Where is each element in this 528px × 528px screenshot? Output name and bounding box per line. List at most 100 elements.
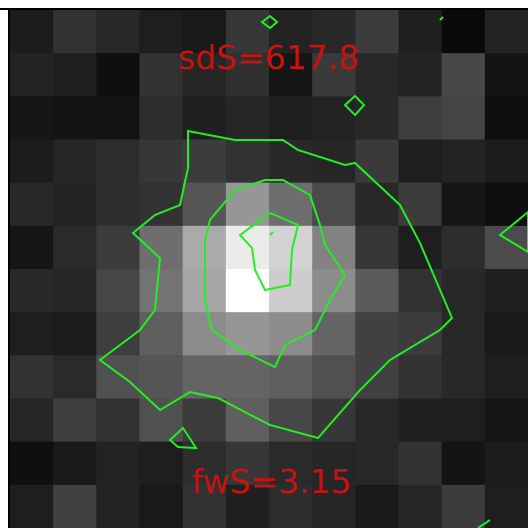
image-pixel — [139, 484, 184, 528]
image-pixel — [182, 182, 227, 227]
image-pixel — [139, 441, 184, 486]
image-pixel — [53, 312, 97, 356]
image-pixel — [441, 139, 486, 184]
image-pixel — [355, 269, 400, 313]
image-pixel — [484, 139, 528, 184]
image-pixel — [484, 441, 528, 486]
image-pixel — [441, 96, 486, 141]
image-pixel — [269, 139, 313, 184]
sds-label: sdS=617.8 — [178, 38, 360, 77]
image-pixel — [312, 441, 356, 486]
image-pixel — [398, 441, 443, 486]
image-pixel — [398, 53, 443, 97]
image-pixel — [139, 96, 184, 141]
image-pixel — [441, 312, 486, 356]
image-pixel — [53, 225, 97, 270]
image-pixel — [96, 182, 141, 227]
image-pixel — [53, 139, 97, 184]
image-pixel — [53, 269, 97, 313]
image-pixel — [182, 484, 227, 528]
image-pixel — [10, 269, 54, 313]
image-pixel — [398, 10, 443, 54]
image-pixel — [312, 225, 356, 270]
image-pixel — [10, 312, 54, 356]
image-pixel — [96, 312, 141, 356]
image-pixel — [182, 53, 227, 97]
image-pixel — [355, 355, 400, 400]
image-pixel — [225, 312, 270, 356]
image-pixel — [225, 139, 270, 184]
image-pixel — [398, 96, 443, 141]
image-pixel — [53, 398, 97, 443]
image-pixel — [182, 96, 227, 141]
image-pixel — [53, 355, 97, 400]
image-pixel — [484, 398, 528, 443]
image-pixel — [269, 441, 313, 486]
image-pixel — [182, 398, 227, 443]
image-pixel — [225, 96, 270, 141]
image-pixel — [53, 182, 97, 227]
image-pixel — [53, 10, 97, 54]
image-pixel — [139, 139, 184, 184]
image-pixel — [312, 96, 356, 141]
image-pixel — [441, 484, 486, 528]
image-pixel — [269, 96, 313, 141]
image-pixel — [96, 10, 141, 54]
image-pixel — [312, 484, 356, 528]
image-pixel — [441, 225, 486, 270]
image-pixel — [355, 53, 400, 97]
image-pixel — [10, 441, 54, 486]
image-pixel — [312, 355, 356, 400]
image-pixel — [96, 53, 141, 97]
image-pixel — [10, 139, 54, 184]
contour-island-lower — [168, 426, 198, 450]
image-pixel — [441, 182, 486, 227]
image-pixel — [10, 96, 54, 141]
image-pixel — [139, 182, 184, 227]
image-pixel — [139, 10, 184, 54]
image-pixel — [225, 10, 270, 54]
image-pixel — [10, 225, 54, 270]
image-pixel — [441, 269, 486, 313]
image-pixel — [355, 441, 400, 486]
contour-island-upper — [343, 94, 366, 117]
image-pixel — [355, 312, 400, 356]
image-pixel — [355, 10, 400, 54]
image-pixel — [96, 398, 141, 443]
image-pixel — [269, 484, 313, 528]
image-pixel — [312, 269, 356, 313]
image-pixel — [398, 398, 443, 443]
image-pixel — [398, 225, 443, 270]
image-pixel — [484, 355, 528, 400]
contour-fragment-bottom-right — [477, 519, 491, 528]
image-pixel — [484, 10, 528, 54]
image-pixel — [96, 96, 141, 141]
image-pixel — [53, 53, 97, 97]
image-pixel — [139, 53, 184, 97]
fws-label: fwS=3.15 — [191, 462, 353, 501]
image-pixel — [96, 139, 141, 184]
image-pixel — [269, 10, 313, 54]
image-pixel — [182, 441, 227, 486]
image-pixel — [312, 53, 356, 97]
image-pixel — [441, 53, 486, 97]
image-pixel — [53, 96, 97, 141]
image-pixel — [10, 484, 54, 528]
outer-contour — [98, 129, 454, 440]
contour-island-top — [260, 14, 279, 30]
image-pixel — [10, 10, 54, 54]
image-pixel — [355, 484, 400, 528]
image-pixel — [96, 269, 141, 313]
image-pixel — [398, 484, 443, 528]
image-pixel — [441, 398, 486, 443]
contour-fragment-top-right — [439, 16, 444, 21]
image-pixel — [53, 484, 97, 528]
image-pixel — [225, 355, 270, 400]
image-pixel — [10, 53, 54, 97]
image-pixel — [484, 269, 528, 313]
image-pixel — [484, 96, 528, 141]
image-pixel — [355, 225, 400, 270]
image-pixel — [225, 269, 270, 313]
